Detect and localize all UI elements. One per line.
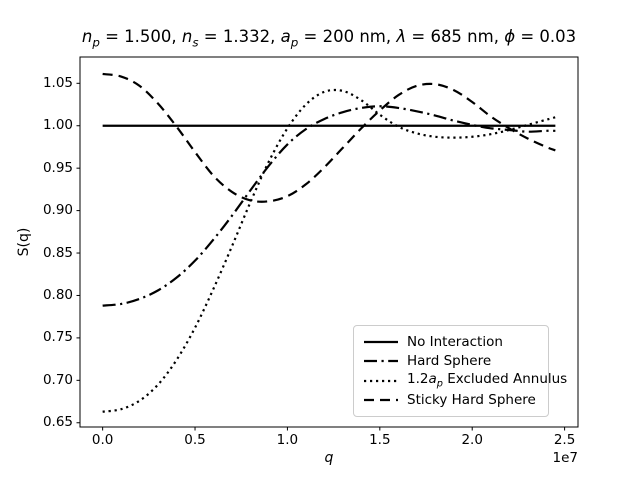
- legend-sample-line-dashdot: [364, 360, 398, 363]
- text-segment: = 200 nm,: [298, 27, 397, 46]
- legend-label: No Interaction: [407, 334, 503, 350]
- y-tick-label: 0.75: [42, 329, 73, 346]
- text-segment: Hard Sphere: [407, 353, 492, 370]
- x-tick-label: 1.5: [369, 432, 391, 448]
- text-segment: = 685 nm,: [406, 27, 505, 46]
- legend-item-sticky-hard-sphere: Sticky Hard Sphere: [363, 391, 542, 411]
- series-line-1-2ap-excluded-annulus: [102, 88, 556, 413]
- x-tick-label: 1.0: [276, 432, 299, 448]
- text-segment: n: [181, 27, 193, 46]
- text-segment: = 0.03: [515, 27, 577, 46]
- x-tick-label: 0.5: [184, 432, 206, 448]
- text-segment: Excluded Annulus: [442, 371, 568, 388]
- legend-item-1-2ap-excluded-annulus: 1.2ap Excluded Annulus: [363, 371, 567, 391]
- legend-sample-line-dotted: [364, 379, 398, 382]
- text-segment: p: [290, 35, 299, 50]
- text-segment: = 1.332,: [198, 27, 281, 46]
- text-segment: 1.2: [407, 371, 429, 388]
- chart-title: np = 1.500, ns = 1.332, ap = 200 nm, λ =…: [80, 27, 578, 49]
- text-segment: s: [192, 35, 199, 50]
- y-tick-label: 0.70: [42, 371, 73, 388]
- text-segment: a: [428, 371, 437, 388]
- legend-item-hard-sphere: Hard Sphere: [363, 352, 542, 372]
- text-segment: No Interaction: [407, 333, 503, 350]
- legend-label: 1.2ap Excluded Annulus: [407, 371, 567, 390]
- legend-label: Hard Sphere: [407, 353, 491, 369]
- x-axis-offset-label: 1e7: [552, 450, 578, 466]
- series-line-sticky-hard-sphere: [102, 72, 556, 203]
- y-tick-label: 1.05: [42, 74, 73, 91]
- text-segment: a: [280, 27, 291, 46]
- text-segment: ϕ: [504, 27, 516, 46]
- legend: No Interaction Hard Sphere 1.2ap Excluded …: [353, 325, 567, 417]
- x-tick-label: 2.0: [461, 432, 483, 448]
- y-tick-label: 0.80: [42, 286, 73, 303]
- y-tick-label: 0.65: [42, 414, 73, 431]
- text-segment: λ: [396, 27, 407, 46]
- legend-label: Sticky Hard Sphere: [407, 392, 536, 408]
- y-tick-label: 0.85: [42, 244, 73, 261]
- axes-spines: [79, 56, 579, 428]
- legend-sample-line-solid: [364, 340, 398, 343]
- legend-item-no-interaction: No Interaction: [363, 332, 542, 352]
- legend-sample-line-dashed: [364, 399, 398, 402]
- y-tick-label: 0.90: [42, 202, 73, 219]
- text-segment: Sticky Hard Sphere: [407, 392, 536, 409]
- x-tick-label: 0.0: [91, 432, 114, 448]
- y-tick-label: 0.95: [42, 159, 73, 176]
- text-segment: n: [81, 27, 93, 46]
- y-tick-label: 1.00: [42, 117, 73, 134]
- text-segment: = 1.500,: [99, 27, 182, 46]
- text-segment: p: [92, 35, 100, 50]
- series-line-hard-sphere: [102, 105, 556, 307]
- x-axis-label: q: [80, 450, 578, 466]
- x-tick-label: 2.5: [553, 432, 576, 448]
- text-segment: p: [436, 379, 443, 391]
- text-segment: q: [324, 450, 334, 466]
